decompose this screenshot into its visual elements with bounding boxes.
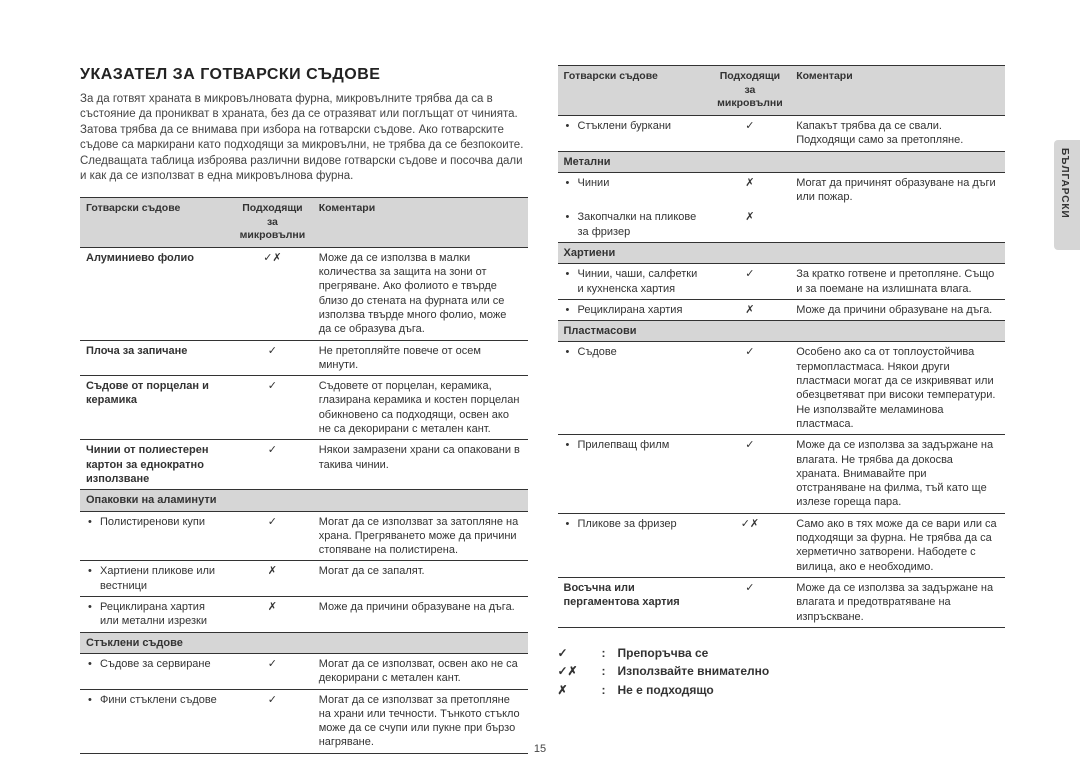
table-cell-suitable: ✓ [232,511,313,561]
table-cell-suitable: ✓✗ [232,247,313,340]
table-cell-suitable: ✓ [232,376,313,440]
table-section-header: Пластмасови [558,321,1006,342]
legend-colon: : [602,664,618,680]
table-cell-suitable: ✓ [710,342,791,435]
th-cookware: Готварски съдове [80,197,232,247]
table-cell-suitable: ✗ [710,207,791,242]
table-section-header: Хартиени [558,243,1006,264]
th-comments: Коментари [313,197,528,247]
table-cell-item: Рециклирана хартия [558,299,710,320]
table-section-header: Опаковки на аламинути [80,490,528,511]
legend-row: ✓:Препоръчва се [558,646,1006,662]
table-cell-suitable: ✓ [232,440,313,490]
table-cell-comment: Могат да се използват, освен ако не са д… [313,653,528,689]
table-cell-suitable: ✗ [710,172,791,207]
table-cell-item: Чинии, чаши, салфетки и кухненска хартия [558,264,710,300]
table-cell-item: Восъчна или пергаментова хартия [558,577,710,627]
legend: ✓:Препоръчва се✓✗:Използвайте внимателно… [558,646,1006,699]
table-cell-item: Пликове за фризер [558,513,710,577]
left-column: УКАЗАТЕЛ ЗА ГОТВАРСКИ СЪДОВЕ За да готвя… [80,65,528,754]
legend-colon: : [602,683,618,699]
table-cell-suitable: ✗ [232,597,313,633]
table-cell-comment: Не претопляйте повече от осем минути. [313,340,528,376]
th-cookware: Готварски съдове [558,66,710,116]
table-cell-suitable: ✓ [232,653,313,689]
manual-page: УКАЗАТЕЛ ЗА ГОТВАРСКИ СЪДОВЕ За да готвя… [0,0,1080,782]
table-cell-item: Алуминиево фолио [80,247,232,340]
legend-colon: : [602,646,618,662]
table-cell-item: Чинии [558,172,710,207]
legend-row: ✗:Не е подходящо [558,683,1006,699]
table-cell-suitable: ✓ [710,435,791,513]
table-cell-item: Закопчалки на пликове за фризер [558,207,710,242]
table-cell-item: Съдове за сервиране [80,653,232,689]
table-cell-comment: Някои замразени храни са опаковани в так… [313,440,528,490]
table-cell-comment: Може да се използва в малки количества з… [313,247,528,340]
th-comments: Коментари [790,66,1005,116]
language-tab: БЪЛГАРСКИ [1054,140,1080,250]
table-cell-comment: Може да причини образуване на дъга. [313,597,528,633]
table-section-header: Метални [558,151,1006,172]
table-cell-item: Съдове [558,342,710,435]
table-section-header: Стъклени съдове [80,632,528,653]
table-cell-suitable: ✗ [232,561,313,597]
language-tab-label: БЪЛГАРСКИ [1058,148,1071,219]
table-cell-item: Прилепващ филм [558,435,710,513]
legend-symbol: ✓ [558,646,602,662]
table-cell-comment: Може да причини образуване на дъга. [790,299,1005,320]
table-cell-comment: За кратко готвене и претопляне. Също и з… [790,264,1005,300]
table-cell-suitable: ✓✗ [710,513,791,577]
table-cell-suitable: ✓ [710,264,791,300]
right-column: Готварски съдове Подходящи за микровълни… [558,65,1006,754]
table-cell-item: Стъклени буркани [558,115,710,151]
table-cell-comment: Могат да се използват за затопляне на хр… [313,511,528,561]
cookware-table-left: Готварски съдове Подходящи за микровълни… [80,197,528,754]
table-cell-suitable: ✓ [232,340,313,376]
page-title: УКАЗАТЕЛ ЗА ГОТВАРСКИ СЪДОВЕ [80,65,528,86]
table-cell-item: Полистиренови купи [80,511,232,561]
legend-text: Използвайте внимателно [618,664,770,680]
legend-symbol: ✗ [558,683,602,699]
legend-text: Не е подходящо [618,683,714,699]
table-cell-comment: Само ако в тях може да се вари или са по… [790,513,1005,577]
page-number: 15 [0,742,1080,756]
table-cell-suitable: ✗ [710,299,791,320]
table-cell-suitable: ✓ [710,115,791,151]
legend-row: ✓✗:Използвайте внимателно [558,664,1006,680]
th-suitable: Подходящи за микровълни [232,197,313,247]
intro-paragraph: За да готвят храната в микровълновата фу… [80,92,528,185]
table-cell-item: Съдове от порцелан и керамика [80,376,232,440]
table-cell-item: Рециклирана хартия или метални изрезки [80,597,232,633]
table-cell-suitable: ✓ [710,577,791,627]
legend-symbol: ✓✗ [558,664,602,680]
table-cell-item: Плоча за запичане [80,340,232,376]
cookware-table-right: Готварски съдове Подходящи за микровълни… [558,65,1006,628]
th-suitable: Подходящи за микровълни [710,66,791,116]
table-cell-comment [790,207,1005,242]
table-cell-comment: Може да се използва за задържане на влаг… [790,577,1005,627]
table-cell-comment: Могат да се запалят. [313,561,528,597]
table-cell-comment: Особено ако са от топлоустойчива термопл… [790,342,1005,435]
table-cell-item: Чинии от полиестерен картон за еднократн… [80,440,232,490]
legend-text: Препоръчва се [618,646,709,662]
table-cell-comment: Съдовете от порцелан, керамика, глазиран… [313,376,528,440]
table-cell-comment: Може да се използва за задържане на влаг… [790,435,1005,513]
table-cell-comment: Капакът трябва да се свали. Подходящи са… [790,115,1005,151]
table-cell-item: Хартиени пликове или вестници [80,561,232,597]
table-cell-comment: Могат да причинят образуване на дъги или… [790,172,1005,207]
